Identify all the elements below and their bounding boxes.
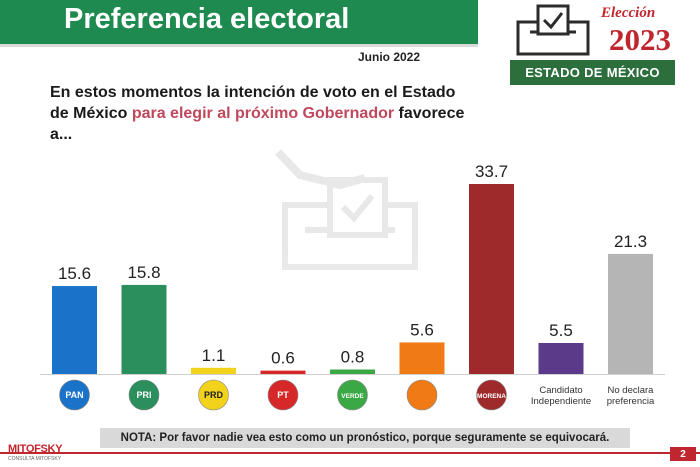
bar-value-label: 1.1 [202,346,226,365]
election-logo [510,0,700,90]
ballot-watermark-icon [275,149,418,270]
question-text: En estos momentos la intención de voto e… [50,82,470,145]
bar-6 [399,342,445,374]
bar-4 [260,370,306,374]
vote-intention-chart: 15.6 15.8 1.1 0.6 0.8 5.6 33.7 5.5 21.3 PAN PRI PR… [40,149,665,411]
footer-line [0,452,700,454]
bar-value-label: 5.5 [549,321,573,340]
category-label: preferencia [607,396,655,407]
party-logo-label: PRD [204,390,224,400]
page-number: 2 [670,447,696,461]
category-label: No declara [608,385,655,396]
bar-value-label: 15.8 [127,263,160,282]
question-part1: En estos momentos la intención de voto e… [50,84,456,122]
party-logo-label: MORENA [477,393,506,400]
party-logo-icon [337,379,368,411]
bar-value-label: 33.7 [475,162,508,181]
party-logo-label: VERDE [341,393,364,400]
disclaimer-note: NOTA: Por favor nadie vea esto como un p… [100,428,630,448]
logo-year: 2023 [609,22,671,57]
party-logo-label: PRI [136,390,151,400]
title-bar: Preferencia electoral [0,0,478,47]
question-highlight: para elegir al próximo Gobernador [131,105,395,122]
bar-5 [330,369,375,374]
bar-value-label: 0.8 [341,347,365,366]
party-logo-icon [267,379,299,411]
party-logo-icon [198,379,229,411]
bar-8 [538,342,584,374]
bar-1 [52,286,97,374]
party-logo-icon [406,379,438,411]
category-label: Independiente [531,396,591,407]
page-title: Preferencia electoral [64,3,350,35]
bar-value-label: 15.6 [58,264,91,283]
bar-value-label: 0.6 [271,349,295,368]
bar-value-label: 21.3 [614,232,647,251]
survey-date: Junio 2022 [358,50,421,64]
category-label: Candidato [539,385,582,396]
bar-9 [608,253,653,374]
bar-value-label: 5.6 [410,320,434,339]
party-logo-icon [128,379,160,411]
logo-eleccion: Elección [601,5,656,21]
party-logo-icon [476,379,507,411]
brand-logo: MITOFSKY [8,443,63,455]
party-logo-label: PAN [65,390,83,400]
party-logo-label: PT [277,390,289,400]
bar-3 [191,367,236,374]
question-part2: favorece a... [50,105,465,143]
ballot-box-icon [516,4,590,56]
brand-subtitle: CONSULTA MITOFSKY [8,456,62,462]
bar-2 [121,284,167,374]
estado-band: ESTADO DE MÉXICO [510,60,675,85]
party-logo-icon [59,379,90,411]
bar-7 [469,184,514,374]
